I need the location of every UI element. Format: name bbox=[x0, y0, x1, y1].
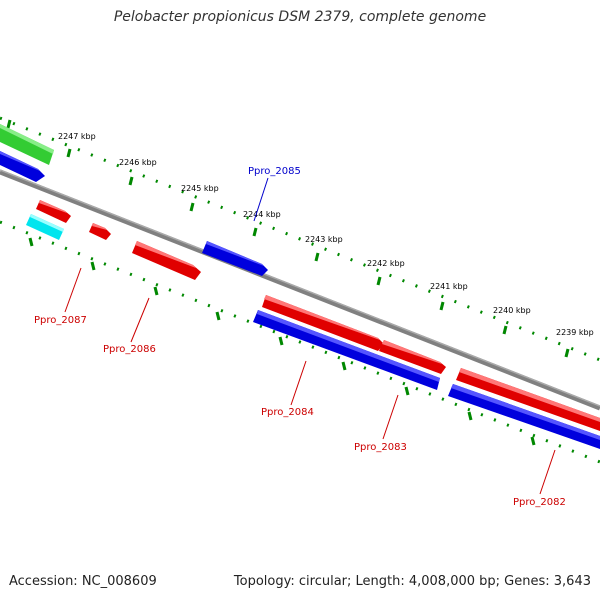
forward-cds-feature[interactable] bbox=[36, 200, 71, 223]
reverse-cds-feature[interactable] bbox=[0, 151, 45, 182]
gene-label-ppro-2082[interactable]: Ppro_2082 bbox=[513, 497, 566, 508]
forward-cds-feature[interactable] bbox=[132, 241, 201, 280]
scale-label: 2242 kbp bbox=[367, 259, 405, 268]
scale-label: 2245 kbp bbox=[181, 184, 219, 193]
topology-text: Topology: circular; Length: 4,008,000 bp… bbox=[233, 574, 591, 589]
gene-label-ppro-2087[interactable]: Ppro_2087 bbox=[34, 315, 87, 326]
reverse-cds-feature[interactable] bbox=[448, 384, 600, 449]
gene-label-ppro-2083[interactable]: Ppro_2083 bbox=[354, 442, 407, 453]
gene-labels: Ppro_2085 Ppro_2087 Ppro_2086 Ppro_2084 … bbox=[34, 166, 566, 508]
forward-cds-feature[interactable] bbox=[456, 368, 600, 431]
scale-label: 2240 kbp bbox=[493, 306, 531, 315]
accession-text: Accession: NC_008609 bbox=[9, 574, 157, 589]
gene-label-ppro-2086[interactable]: Ppro_2086 bbox=[103, 344, 156, 355]
outer-tick-ring bbox=[0, 116, 600, 362]
scale-labels: 2247 kbp 2246 kbp 2245 kbp 2244 kbp 2243… bbox=[58, 132, 594, 337]
other-feature[interactable] bbox=[26, 214, 64, 240]
scale-label: 2244 kbp bbox=[243, 210, 281, 219]
forward-cds-feature[interactable] bbox=[379, 340, 446, 374]
scale-label: 2241 kbp bbox=[430, 282, 468, 291]
forward-cds-feature[interactable] bbox=[262, 295, 384, 351]
genome-backbone bbox=[0, 169, 600, 411]
label-leaders bbox=[64, 177, 556, 495]
map-title: Pelobacter propionicus DSM 2379, complet… bbox=[113, 9, 487, 25]
rna-feature[interactable] bbox=[0, 124, 54, 165]
reverse-cds-feature[interactable] bbox=[202, 241, 268, 276]
scale-label: 2247 kbp bbox=[58, 132, 96, 141]
gene-label-ppro-2085[interactable]: Ppro_2085 bbox=[248, 166, 301, 177]
reverse-cds-feature[interactable] bbox=[253, 310, 440, 390]
inner-tick-ring bbox=[0, 220, 600, 464]
scale-label: 2239 kbp bbox=[556, 328, 594, 337]
scale-label: 2246 kbp bbox=[119, 158, 157, 167]
outer-major-ticks bbox=[6, 119, 570, 358]
gene-label-ppro-2084[interactable]: Ppro_2084 bbox=[261, 407, 314, 418]
scale-label: 2243 kbp bbox=[305, 235, 343, 244]
inner-major-ticks bbox=[28, 237, 536, 446]
forward-cds-feature[interactable] bbox=[89, 223, 111, 240]
